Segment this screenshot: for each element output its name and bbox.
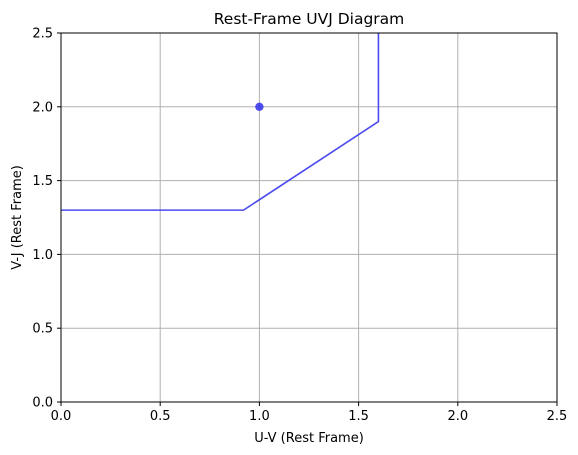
x-tick-label: 0.5 bbox=[150, 409, 171, 424]
y-tick-label: 2.0 bbox=[32, 100, 53, 115]
series-layer bbox=[61, 33, 380, 211]
x-tick-label: 1.5 bbox=[348, 409, 369, 424]
x-tick-label: 1.0 bbox=[249, 409, 270, 424]
ticks: 0.0 0.5 1.0 1.5 2.0 2.5 0.0 0.5 1.0 1.5 2.0 2.5 bbox=[32, 27, 567, 425]
plot-frame bbox=[60, 32, 558, 403]
y-tick-label: 1.5 bbox=[32, 174, 53, 189]
x-tick-label: 2.5 bbox=[547, 409, 568, 424]
x-axis-label: U-V (Rest Frame) bbox=[254, 431, 364, 446]
chart-title: Rest-Frame UVJ Diagram bbox=[214, 10, 405, 28]
y-tick-label: 0.5 bbox=[32, 322, 53, 337]
x-tick-label: 0.0 bbox=[51, 409, 72, 424]
y-tick-label: 2.5 bbox=[32, 27, 53, 42]
selection-boundary-line bbox=[61, 33, 380, 211]
y-tick-label: 0.0 bbox=[32, 396, 53, 411]
scatter-point bbox=[255, 102, 264, 112]
y-axis-label: V-J (Rest Frame) bbox=[10, 165, 25, 270]
x-tick-label: 2.0 bbox=[447, 409, 468, 424]
y-tick-label: 1.0 bbox=[32, 248, 53, 263]
